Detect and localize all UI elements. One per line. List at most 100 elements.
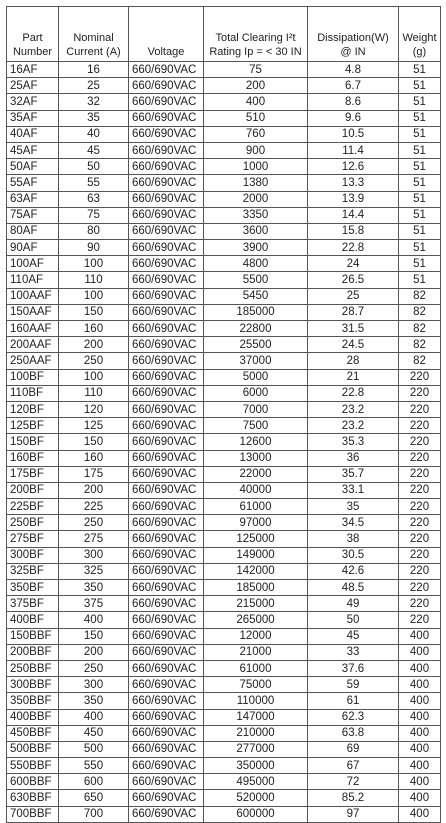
clearing-rating-cell: 21000 — [203, 643, 308, 661]
part-number-cell: 100BF — [6, 368, 59, 386]
nominal-current-cell: 300 — [58, 676, 129, 694]
part-number-cell: 275BF — [6, 530, 59, 548]
nominal-current-cell: 120 — [58, 400, 129, 419]
voltage-cell: 660/690VAC — [128, 77, 204, 95]
table-body: 16AF 16 660/690VAC 75 4.8 51 25AF 25 660/690VAC 2… — [6, 60, 441, 823]
dissipation-cell: 25 — [307, 287, 399, 305]
table-row: 250AAF 250 660/690VAC 37000 28 82 — [6, 352, 441, 370]
table-row: 175BF 175 660/690VAC 22000 35.7 220 — [6, 465, 441, 483]
dissipation-cell: 28 — [307, 352, 399, 370]
dissipation-cell: 48.5 — [307, 578, 399, 597]
nominal-current-cell: 150 — [58, 627, 129, 645]
nominal-current-cell: 35 — [58, 109, 129, 127]
clearing-rating-cell: 900 — [203, 141, 308, 160]
table-row: 90AF 90 660/690VAC 3900 22.8 51 — [6, 239, 441, 257]
part-number-cell: 150BBF — [6, 627, 59, 645]
spec-table-container: Part Number Nominal Current (A) Voltage … — [6, 6, 441, 823]
table-row: 40AF 40 660/690VAC 760 10.5 51 — [6, 125, 441, 143]
nominal-current-cell: 150 — [58, 433, 129, 451]
part-number-cell: 25AF — [6, 77, 59, 95]
dissipation-cell: 28.7 — [307, 303, 399, 322]
nominal-current-cell: 350 — [58, 578, 129, 597]
part-number-cell: 250AAF — [6, 352, 59, 370]
clearing-rating-cell: 760 — [203, 125, 308, 143]
part-number-cell: 325BF — [6, 562, 59, 581]
weight-cell: 220 — [398, 578, 441, 597]
nominal-current-cell: 700 — [58, 805, 129, 823]
part-number-cell: 300BF — [6, 546, 59, 564]
table-header: Part Number Nominal Current (A) Voltage … — [6, 6, 441, 62]
nominal-current-cell: 160 — [58, 449, 129, 467]
clearing-rating-cell: 495000 — [203, 773, 308, 791]
part-number-cell: 75AF — [6, 206, 59, 224]
nominal-current-cell: 500 — [58, 740, 129, 759]
weight-cell: 220 — [398, 433, 441, 451]
clearing-rating-cell: 12600 — [203, 433, 308, 451]
dissipation-cell: 24.5 — [307, 336, 399, 354]
dissipation-cell: 72 — [307, 773, 399, 791]
nominal-current-cell: 175 — [58, 465, 129, 483]
dissipation-cell: 35.3 — [307, 433, 399, 451]
voltage-cell: 660/690VAC — [128, 530, 204, 548]
part-number-cell: 150AAF — [6, 303, 59, 322]
nominal-current-cell: 200 — [58, 643, 129, 661]
dissipation-cell: 8.6 — [307, 93, 399, 111]
clearing-rating-cell: 13000 — [203, 449, 308, 467]
clearing-rating-cell: 37000 — [203, 352, 308, 370]
voltage-cell: 660/690VAC — [128, 255, 204, 273]
voltage-cell: 660/690VAC — [128, 60, 204, 79]
clearing-rating-cell: 22000 — [203, 465, 308, 483]
weight-cell: 220 — [398, 546, 441, 564]
voltage-cell: 660/690VAC — [128, 336, 204, 354]
nominal-current-cell: 650 — [58, 789, 129, 807]
weight-cell: 51 — [398, 206, 441, 224]
voltage-cell: 660/690VAC — [128, 773, 204, 791]
voltage-cell: 660/690VAC — [128, 481, 204, 500]
weight-cell: 400 — [398, 659, 441, 678]
header-clearing-rating: Total Clearing I²t Rating Ip = < 30 IN — [203, 6, 308, 62]
dissipation-cell: 69 — [307, 740, 399, 759]
voltage-cell: 660/690VAC — [128, 190, 204, 208]
dissipation-cell: 14.4 — [307, 206, 399, 224]
part-number-cell: 630BBF — [6, 789, 59, 807]
table-row: 400BBF 400 660/690VAC 147000 62.3 400 — [6, 708, 441, 726]
dissipation-cell: 42.6 — [307, 562, 399, 581]
table-row: 225BF 225 660/690VAC 61000 35 220 — [6, 498, 441, 516]
dissipation-cell: 33 — [307, 643, 399, 661]
clearing-rating-cell: 142000 — [203, 562, 308, 581]
nominal-current-cell: 550 — [58, 757, 129, 775]
clearing-rating-cell: 75 — [203, 60, 308, 79]
table-row: 200BF 200 660/690VAC 40000 33.1 220 — [6, 481, 441, 500]
dissipation-cell: 45 — [307, 627, 399, 645]
weight-cell: 51 — [398, 158, 441, 176]
dissipation-cell: 9.6 — [307, 109, 399, 127]
part-number-cell: 225BF — [6, 498, 59, 516]
clearing-rating-cell: 2000 — [203, 190, 308, 208]
dissipation-cell: 4.8 — [307, 60, 399, 79]
part-number-cell: 50AF — [6, 158, 59, 176]
nominal-current-cell: 375 — [58, 595, 129, 613]
voltage-cell: 660/690VAC — [128, 206, 204, 224]
voltage-cell: 660/690VAC — [128, 174, 204, 192]
clearing-rating-cell: 5500 — [203, 271, 308, 289]
table-row: 350BF 350 660/690VAC 185000 48.5 220 — [6, 578, 441, 597]
clearing-rating-cell: 110000 — [203, 692, 308, 710]
voltage-cell: 660/690VAC — [128, 384, 204, 402]
dissipation-cell: 12.6 — [307, 158, 399, 176]
part-number-cell: 80AF — [6, 222, 59, 241]
voltage-cell: 660/690VAC — [128, 708, 204, 726]
part-number-cell: 32AF — [6, 93, 59, 111]
table-row: 400BF 400 660/690VAC 265000 50 220 — [6, 611, 441, 629]
voltage-cell: 660/690VAC — [128, 417, 204, 435]
part-number-cell: 100AF — [6, 255, 59, 273]
nominal-current-cell: 100 — [58, 368, 129, 386]
part-number-cell: 350BF — [6, 578, 59, 597]
table-row: 80AF 80 660/690VAC 3600 15.8 51 — [6, 222, 441, 241]
weight-cell: 51 — [398, 109, 441, 127]
clearing-rating-cell: 265000 — [203, 611, 308, 629]
clearing-rating-cell: 520000 — [203, 789, 308, 807]
dissipation-cell: 49 — [307, 595, 399, 613]
clearing-rating-cell: 4800 — [203, 255, 308, 273]
table-row: 250BF 250 660/690VAC 97000 34.5 220 — [6, 514, 441, 532]
dissipation-cell: 22.8 — [307, 239, 399, 257]
